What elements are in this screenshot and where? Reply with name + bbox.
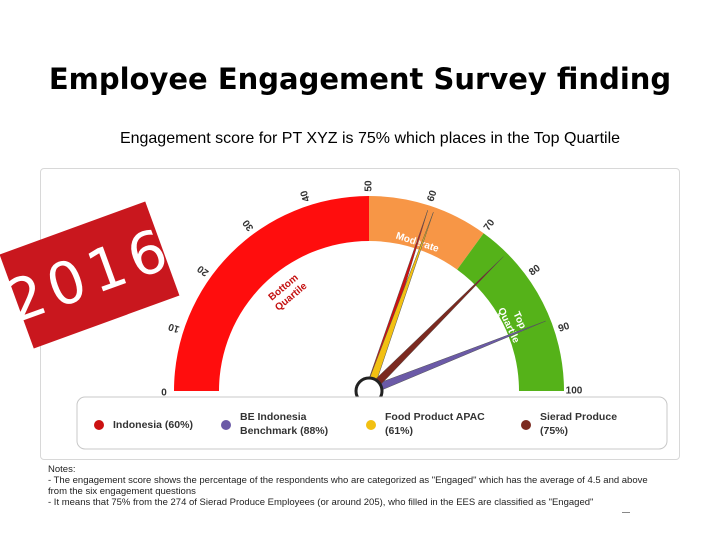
notes-line: - It means that 75% from the 274 of Sier… xyxy=(48,497,594,508)
legend-marker-sierad-produce xyxy=(521,420,531,430)
gauge-tick-label: 50 xyxy=(364,180,375,192)
notes-line: - The engagement score shows the percent… xyxy=(48,475,648,486)
legend-label: Indonesia (60%) xyxy=(113,419,193,431)
gauge-tick-label: 100 xyxy=(566,386,583,397)
gauge-tick-label: 80 xyxy=(527,263,543,279)
legend-label: BE Indonesia xyxy=(240,411,307,423)
notes-section: Notes: - The engagement score shows the … xyxy=(48,464,688,508)
gauge-tick-label: 10 xyxy=(167,320,181,334)
notes-heading: Notes: xyxy=(48,464,76,475)
legend-label: (75%) xyxy=(540,425,568,437)
gauge-zone-top-quartile xyxy=(457,233,564,391)
legend-label: Food Product APAC xyxy=(385,411,485,423)
gauge-tick-label: 20 xyxy=(195,262,211,278)
legend-label: Sierad Produce xyxy=(540,411,617,423)
gauge-tick-label: 90 xyxy=(557,321,571,335)
divider-mark xyxy=(622,512,630,513)
gauge-tick-label: 40 xyxy=(299,189,313,203)
legend-label: (61%) xyxy=(385,425,413,437)
legend-marker-indonesia xyxy=(94,420,104,430)
gauge-zone-bottom-quartile xyxy=(174,196,369,391)
needle-sierad-produce xyxy=(365,256,504,395)
notes-line: from the six engagement questions xyxy=(48,486,196,497)
gauge-tick-label: 0 xyxy=(161,385,167,396)
page-title: Employee Engagement Survey finding xyxy=(48,62,672,96)
gauge-tick-label: 60 xyxy=(426,189,440,203)
legend-label: Benchmark (88%) xyxy=(240,425,328,437)
gauge-panel: 0102030405060708090100BottomQuartileMode… xyxy=(40,168,680,460)
gauge-tick-label: 30 xyxy=(241,217,257,233)
gauge-tick-label: 70 xyxy=(482,217,498,233)
engagement-gauge-chart: 0102030405060708090100BottomQuartileMode… xyxy=(76,180,668,450)
page-subtitle: Engagement score for PT XYZ is 75% which… xyxy=(119,130,621,147)
legend-marker-be-indonesia-benchmark xyxy=(221,420,231,430)
legend-marker-food-product-apac xyxy=(366,420,376,430)
